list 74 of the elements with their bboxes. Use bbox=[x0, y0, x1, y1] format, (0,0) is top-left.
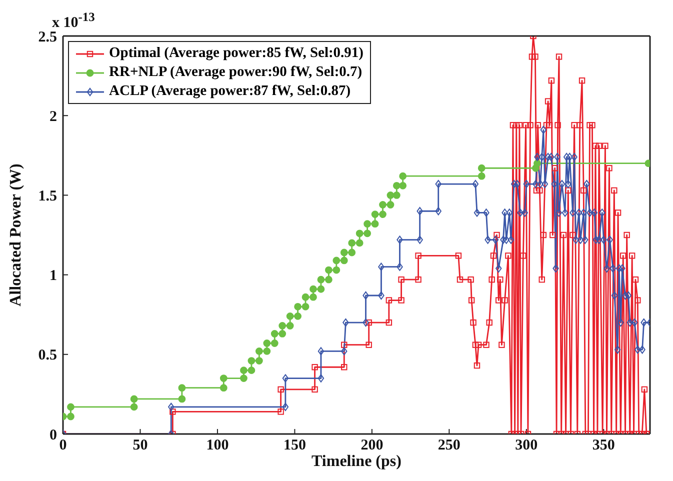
point bbox=[220, 374, 228, 382]
point bbox=[263, 348, 271, 355]
y-tick-label: 0.5 bbox=[38, 348, 57, 364]
point bbox=[340, 248, 348, 256]
point bbox=[255, 357, 263, 364]
point bbox=[332, 256, 340, 264]
point bbox=[220, 384, 228, 392]
y-tick-label: 2.5 bbox=[38, 29, 57, 46]
point bbox=[392, 182, 400, 190]
point bbox=[67, 403, 74, 411]
point bbox=[534, 160, 541, 168]
point bbox=[294, 312, 302, 320]
point bbox=[386, 192, 394, 199]
point bbox=[67, 412, 74, 420]
point bbox=[278, 322, 286, 330]
point bbox=[294, 302, 302, 310]
x-axis-title: Timeline (ps) bbox=[312, 453, 402, 470]
point bbox=[324, 266, 332, 274]
point bbox=[302, 293, 310, 301]
legend-label: RR+NLP (Average power:90 fW, Sel:0.7) bbox=[109, 63, 362, 82]
x-tick-label: 50 bbox=[132, 438, 148, 454]
y-tick-label: 2 bbox=[50, 108, 57, 125]
point bbox=[392, 192, 400, 199]
x-tick-label: 150 bbox=[283, 438, 306, 454]
point bbox=[332, 266, 340, 274]
point bbox=[178, 395, 186, 403]
point bbox=[240, 374, 248, 382]
point bbox=[371, 220, 379, 228]
x-tick-label: 300 bbox=[515, 438, 538, 454]
point bbox=[310, 285, 317, 293]
point bbox=[286, 322, 294, 330]
x-tick-label: 350 bbox=[592, 438, 615, 454]
point bbox=[364, 220, 372, 228]
legend-label: ACLP (Average power:87 fW, Sel:0.87) bbox=[109, 82, 351, 101]
text: x 10$^{-13}$ bbox=[52, 10, 95, 32]
y-axis-title: Allocated Power (W) bbox=[8, 164, 25, 306]
point bbox=[302, 302, 310, 310]
point bbox=[478, 164, 486, 172]
point bbox=[270, 340, 278, 347]
point bbox=[278, 330, 286, 338]
point bbox=[364, 230, 372, 238]
point bbox=[317, 276, 325, 284]
point bbox=[255, 348, 263, 355]
point bbox=[386, 201, 394, 208]
point bbox=[248, 366, 256, 374]
point bbox=[310, 293, 317, 301]
point bbox=[286, 312, 294, 320]
point bbox=[371, 210, 379, 218]
y-tick-label: 1 bbox=[50, 268, 57, 284]
point bbox=[130, 403, 138, 411]
point bbox=[340, 256, 348, 264]
point bbox=[130, 395, 138, 403]
legend-label: Optimal (Average power:85 fW, Sel:0.91) bbox=[109, 44, 364, 63]
point bbox=[478, 172, 486, 180]
point bbox=[348, 248, 356, 256]
x-tick-label: 100 bbox=[206, 438, 229, 454]
point bbox=[317, 285, 325, 293]
x-tick-label: 200 bbox=[360, 438, 384, 454]
y-tick-label: 1.5 bbox=[38, 188, 57, 205]
point bbox=[263, 340, 271, 347]
point bbox=[178, 384, 186, 392]
point bbox=[399, 172, 407, 180]
point bbox=[270, 330, 278, 338]
point bbox=[240, 366, 248, 374]
point bbox=[248, 357, 256, 364]
point bbox=[399, 182, 407, 190]
point bbox=[324, 276, 332, 284]
point bbox=[379, 201, 386, 208]
y-tick-label: 0 bbox=[50, 427, 57, 444]
point bbox=[379, 210, 386, 218]
point bbox=[356, 230, 364, 238]
point bbox=[356, 239, 364, 247]
x-tick-label: 250 bbox=[438, 438, 460, 454]
point bbox=[348, 239, 356, 247]
